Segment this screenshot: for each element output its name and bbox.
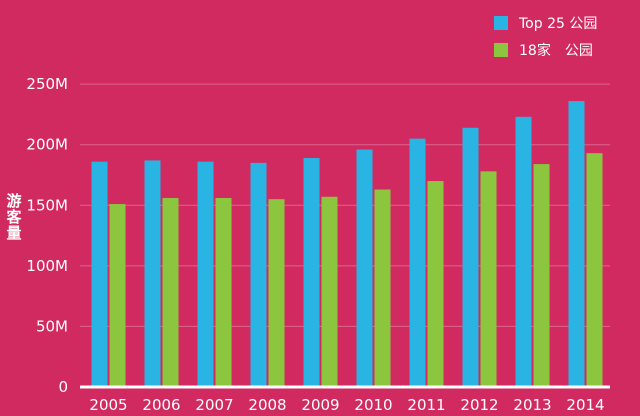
x-tick-labels: 2005 2006 2007 2008 2009 2010 2011 2012 2013 2014: [89, 396, 604, 414]
bar-series-1-2012: [480, 171, 497, 387]
legend-label-1: 18家 公园: [519, 42, 593, 59]
legend-label-0: Top 25 公园: [518, 16, 597, 32]
bar-series-1-2007: [215, 198, 232, 387]
y-tick-label: 0: [58, 378, 68, 396]
legend: Top 25 公园 18家 公园: [494, 16, 597, 59]
bar-series-1-2010: [374, 189, 391, 387]
x-tick-label: 2009: [301, 396, 339, 414]
bars: [91, 101, 603, 388]
bar-series-1-2005: [109, 204, 126, 387]
bar-series-1-2014: [586, 153, 603, 387]
bar-series-1-2013: [533, 164, 550, 387]
x-tick-label: 2012: [460, 396, 498, 414]
y-tick-label: 50M: [36, 317, 68, 335]
x-tick-label: 2014: [566, 396, 604, 414]
y-tick-label: 200M: [26, 136, 68, 154]
y-tick-label: 100M: [26, 257, 68, 275]
x-tick-label: 2006: [142, 396, 180, 414]
y-axis-label: 游客量: [5, 192, 22, 242]
legend-swatch-0: [494, 16, 508, 30]
legend-swatch-1: [494, 43, 508, 57]
y-tick-label: 250M: [26, 75, 68, 93]
bar-series-0-2006: [144, 160, 161, 387]
x-tick-label: 2010: [354, 396, 392, 414]
bar-series-1-2009: [321, 196, 338, 387]
bar-series-0-2012: [462, 127, 479, 387]
bar-series-1-2006: [162, 198, 179, 387]
bar-series-0-2007: [197, 161, 214, 387]
x-tick-label: 2013: [513, 396, 551, 414]
bar-series-0-2014: [568, 101, 585, 388]
bar-series-0-2005: [91, 161, 108, 387]
x-tick-label: 2008: [248, 396, 286, 414]
bar-series-1-2008: [268, 199, 285, 387]
bar-series-1-2011: [427, 181, 444, 387]
bar-series-0-2013: [515, 116, 532, 388]
bar-series-0-2010: [356, 149, 373, 387]
bar-series-0-2008: [250, 162, 267, 387]
y-tick-labels: 0 50M 100M 150M 200M 250M: [26, 75, 68, 396]
x-tick-label: 2005: [89, 396, 127, 414]
y-tick-label: 150M: [26, 196, 68, 214]
x-tick-label: 2011: [407, 396, 445, 414]
x-tick-label: 2007: [195, 396, 233, 414]
bar-series-0-2009: [303, 158, 320, 387]
bar-series-0-2011: [409, 138, 426, 387]
